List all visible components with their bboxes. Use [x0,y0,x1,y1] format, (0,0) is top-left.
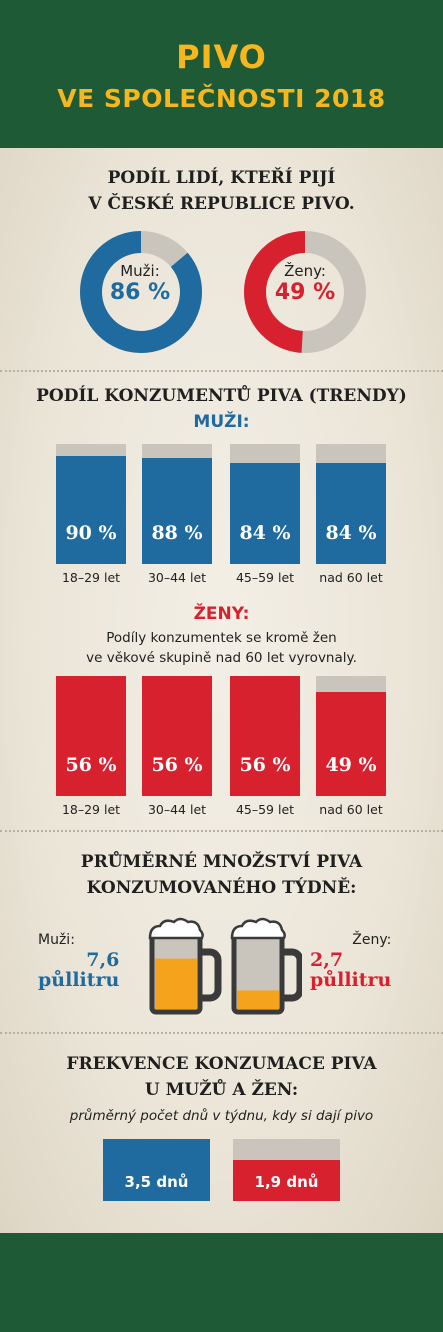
women-bar-fill [142,676,212,796]
women-mug [230,917,302,1015]
frequency-title-line-1: FREKVENCE KONZUMACE PIVA [66,1054,377,1074]
men-bar-fill [142,458,212,564]
title-line-1: PIVO [176,38,267,76]
women-ring-arc [244,231,366,353]
divider-1 [0,370,443,372]
women-volume-value: 2,7 [310,949,344,971]
women-bar-value: 56 % [151,754,203,776]
women-volume-unit: půllitru [310,969,392,991]
divider-3 [0,1032,443,1034]
men-bar-value: 88 % [151,522,203,544]
women-note-line-1: Podíly konzumentek se kromě žen [106,630,337,646]
women-bar-fill [230,676,300,796]
frequency-title-line-2: U MUŽŮ A ŽEN: [144,1080,299,1100]
women-volume-name: Ženy: [352,932,392,948]
men-bar-2: 88 % [142,444,212,564]
women-volume-label: Ženy: 2,7 půllitru [310,930,391,990]
volume-title-line-1: PRŮMĚRNÉ MNOŽSTVÍ PIVA [80,852,363,872]
footer [0,1233,443,1332]
share-title-line-2: V ČESKÉ REPUBLICE PIVO. [88,194,355,214]
women-bar-fill [56,676,126,796]
men-bar-fill [316,463,386,564]
men-volume-unit: půllitru [38,969,120,991]
share-title-line-1: PODÍL LIDÍ, KTEŘÍ PIJÍ [107,168,336,188]
women-bar-1: 56 % [56,676,126,796]
men-ring-arc [80,231,202,353]
men-category-label: 18–29 let [61,570,121,585]
divider-2 [0,830,443,832]
women-bar-4: 49 % [316,676,386,796]
men-volume-label: Muži: 7,6 půllitru [38,930,119,990]
women-frequency-bar-fill [233,1160,340,1201]
men-category-label: 45–59 let [235,570,295,585]
men-mug-handle [200,948,222,1002]
men-category-label: nad 60 let [319,570,383,585]
women-frequency-bar: 1,9 dnů [233,1139,340,1201]
title-line-2: VE SPOLEČNOSTI 2018 [57,84,386,113]
header: PIVO VE SPOLEČNOSTI 2018 [0,0,443,148]
frequency-subtitle: průměrný počet dnů v týdnu, kdy si dají … [69,1108,374,1124]
men-volume-value: 7,6 [86,949,120,971]
women-mug-beer [237,990,279,1009]
men-ring-value: 86 % [109,280,171,305]
men-frequency-bar-fill [103,1139,210,1201]
women-subtitle: ŽENY: [193,604,250,624]
women-bar-3: 56 % [230,676,300,796]
men-bar-fill [230,463,300,564]
men-ring-label: Muži: 86 % [90,262,190,305]
men-mug [148,917,222,1015]
donut-charts [80,231,366,353]
women-category-label: nad 60 let [319,802,383,817]
women-mug-foam [230,917,286,940]
women-ring-value: 49 % [274,280,336,305]
women-note-line-2: ve věkové skupině nad 60 let vyrovnaly. [86,650,357,666]
men-volume-name: Muži: [38,932,75,948]
men-bar-value: 84 % [239,522,291,544]
women-frequency-bar-value: 1,9 dnů [254,1173,319,1191]
men-subtitle: MUŽI: [193,412,250,432]
women-bar-value: 49 % [325,754,377,776]
beer-mugs [148,917,302,1015]
men-bar-1: 90 % [56,444,126,564]
men-frequency-bar: 3,5 dnů [103,1139,210,1201]
women-bar-2: 56 % [142,676,212,796]
women-category-label: 30–44 let [147,802,207,817]
men-mug-foam [148,917,204,940]
women-ring-label: Ženy: 49 % [255,262,355,305]
women-bar-value: 56 % [65,754,117,776]
men-frequency-bar-value: 3,5 dnů [124,1173,189,1191]
volume-title-line-2: KONZUMOVANÉHO TÝDNĚ: [86,878,357,898]
men-bar-value: 84 % [325,522,377,544]
women-mug-handle [282,948,302,1002]
men-bar-value: 90 % [65,522,117,544]
trend-title: PODÍL KONZUMENTŮ PIVA (TRENDY) [36,386,407,406]
women-category-label: 45–59 let [235,802,295,817]
women-bar-fill [316,691,386,796]
men-mug-beer [155,958,197,1009]
women-category-label: 18–29 let [61,802,121,817]
women-bar-value: 56 % [239,754,291,776]
women-ring-name: Ženy: [284,262,326,280]
men-category-label: 30–44 let [147,570,207,585]
men-bar-3: 84 % [230,444,300,564]
men-bar-fill [56,456,126,564]
men-ring-name: Muži: [120,262,160,280]
men-bar-4: 84 % [316,444,386,564]
